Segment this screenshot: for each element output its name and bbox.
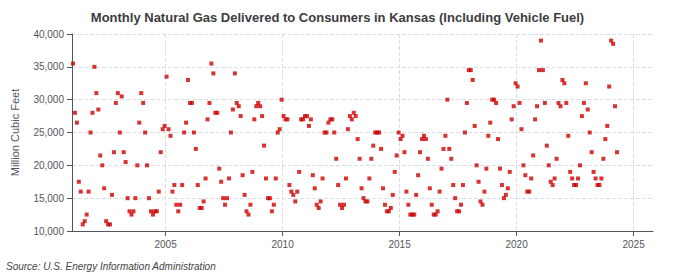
svg-text:30,000: 30,000 (33, 94, 64, 105)
svg-text:2010: 2010 (271, 239, 294, 250)
svg-text:20,000: 20,000 (33, 160, 64, 171)
svg-text:40,000: 40,000 (33, 29, 64, 40)
svg-text:35,000: 35,000 (33, 61, 64, 72)
svg-text:10,000: 10,000 (33, 226, 64, 237)
svg-text:Monthly Natural Gas Delivered: Monthly Natural Gas Delivered to Consume… (91, 10, 584, 25)
svg-text:2005: 2005 (154, 239, 177, 250)
svg-text:2015: 2015 (388, 239, 411, 250)
svg-text:2020: 2020 (505, 239, 528, 250)
svg-text:Source: U.S. Energy Informatio: Source: U.S. Energy Information Administ… (6, 261, 216, 272)
svg-text:Million Cubic Feet: Million Cubic Feet (9, 89, 21, 176)
svg-text:15,000: 15,000 (33, 193, 64, 204)
svg-text:25,000: 25,000 (33, 127, 64, 138)
svg-text:2025: 2025 (622, 239, 645, 250)
